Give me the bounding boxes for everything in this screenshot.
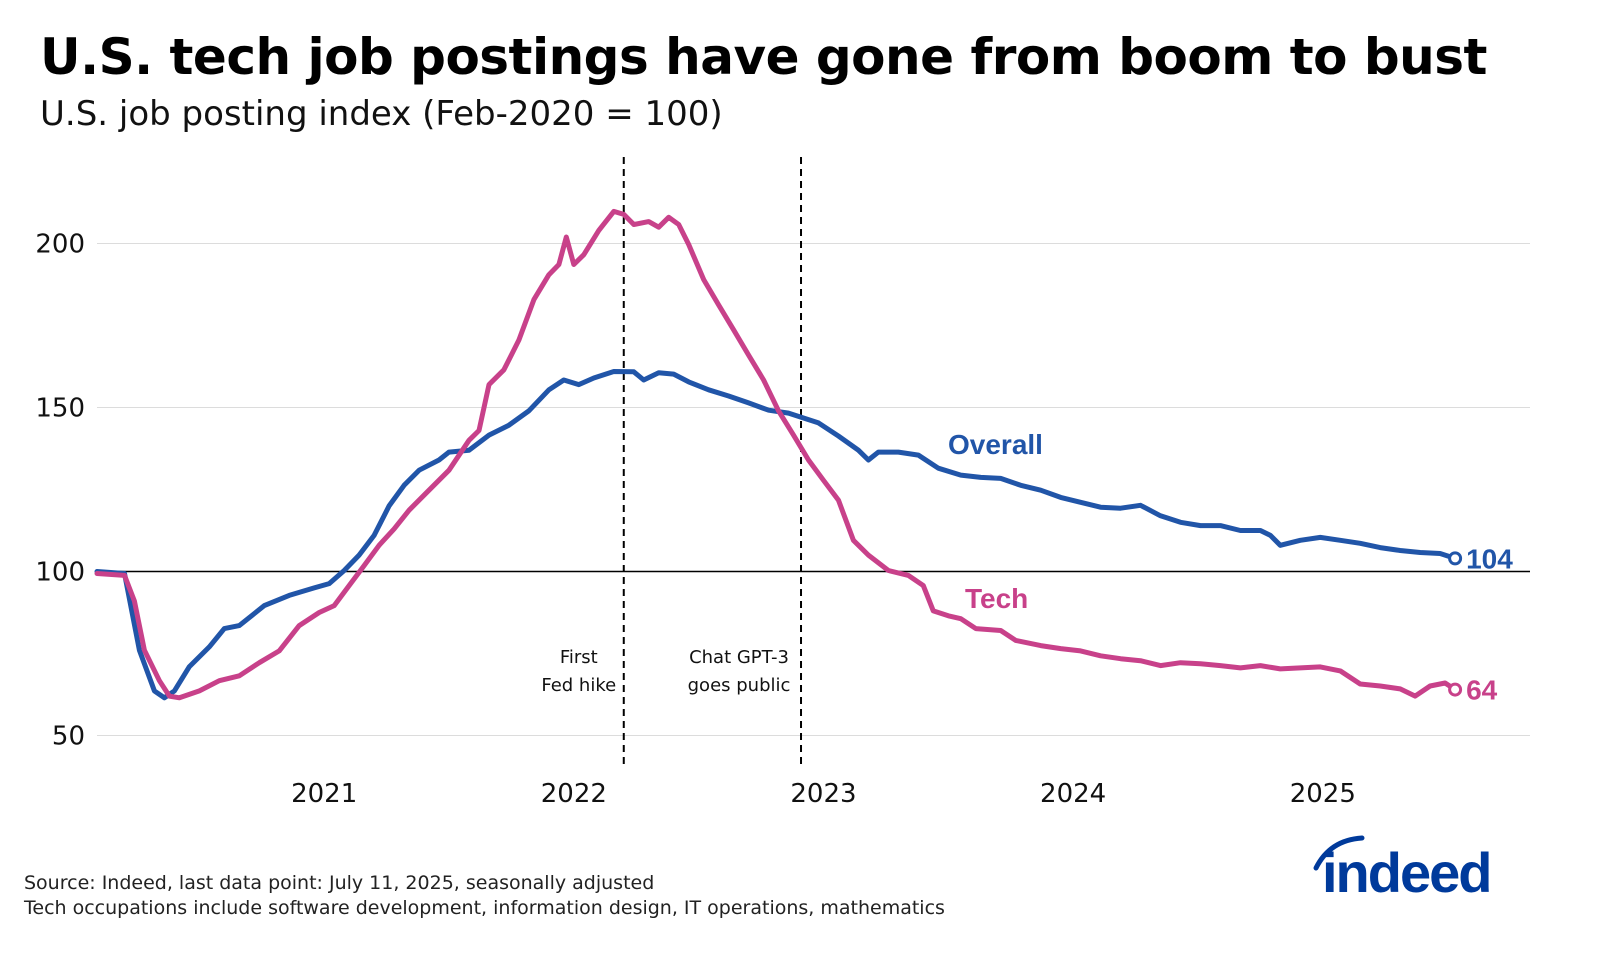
x-tick-label: 2021 (291, 779, 357, 809)
y-tick-label: 200 (35, 230, 85, 260)
end-point-marker (1448, 551, 1463, 566)
chart-subtitle: U.S. job posting index (Feb-2020 = 100) (40, 94, 723, 134)
series-label-tech: Tech (965, 583, 1028, 614)
event-annotation: goes public (688, 675, 791, 696)
x-tick-label: 2023 (790, 779, 856, 809)
end-value-label: 64 (1466, 675, 1498, 706)
y-tick-label: 150 (35, 394, 85, 424)
y-tick-label: 100 (35, 558, 85, 588)
chart-title: U.S. tech job postings have gone from bo… (40, 28, 1487, 86)
end-value-label: 104 (1466, 543, 1513, 574)
tech-definition-note: Tech occupations include software develo… (24, 897, 945, 919)
event-annotation: Fed hike (541, 675, 616, 696)
event-annotation: First (560, 647, 598, 668)
svg-text:indeed: indeed (1322, 841, 1490, 897)
series-label-overall: Overall (948, 429, 1043, 460)
event-annotation: Chat GPT-3 (689, 647, 789, 668)
series-line-tech (94, 208, 1458, 701)
x-tick-label: 2025 (1290, 779, 1356, 809)
source-note: Source: Indeed, last data point: July 11… (24, 872, 655, 894)
y-tick-label: 50 (52, 721, 85, 751)
x-tick-label: 2024 (1040, 779, 1106, 809)
series-line-overall (94, 369, 1458, 701)
end-point-marker (1448, 682, 1463, 697)
x-tick-label: 2022 (541, 779, 607, 809)
